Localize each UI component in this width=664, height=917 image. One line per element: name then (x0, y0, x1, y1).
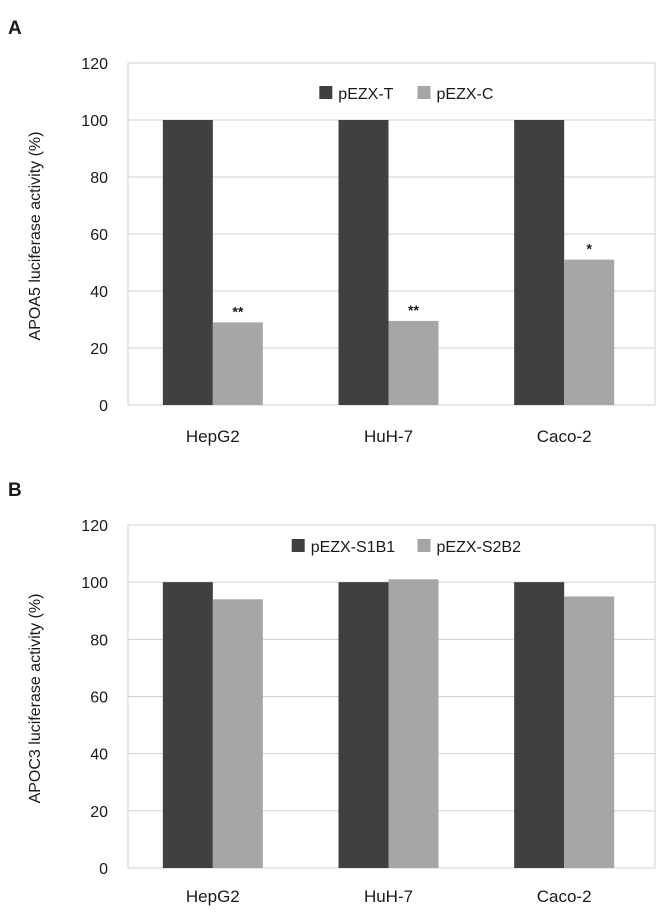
bar-pezx-c-caco-2 (564, 259, 615, 405)
y-tick-label: 120 (81, 56, 108, 73)
x-category-label: HuH-7 (364, 427, 413, 446)
legend-label: pEZX-S2B2 (437, 539, 522, 556)
y-tick-label: 0 (99, 398, 108, 415)
legend-label: pEZX-S1B1 (311, 539, 396, 556)
legend-swatch (319, 86, 333, 99)
y-tick-label: 80 (90, 632, 108, 649)
bar-pezx-t-hepg2 (162, 120, 213, 405)
bar-pezx-s2b2-huh-7 (388, 579, 439, 868)
significance-label: ** (232, 303, 243, 319)
panel-letter: A (8, 18, 22, 39)
bar-pezx-s1b1-huh-7 (338, 582, 389, 868)
y-tick-label: 60 (90, 227, 108, 244)
y-tick-label: 100 (81, 113, 108, 130)
bar-pezx-s2b2-caco-2 (564, 596, 615, 868)
x-category-label: HuH-7 (364, 887, 413, 906)
bar-pezx-c-hepg2 (212, 322, 263, 405)
y-tick-label: 40 (90, 284, 108, 301)
legend: pEZX-S1B1 pEZX-S2B2 (291, 539, 522, 556)
y-tick-label: 120 (81, 518, 108, 535)
y-tick-label: 20 (90, 804, 108, 821)
y-tick-label: 100 (81, 575, 108, 592)
bar-pezx-t-caco-2 (514, 120, 565, 405)
bar-pezx-c-huh-7 (388, 320, 439, 405)
legend-label: pEZX-T (338, 86, 393, 103)
significance-label: ** (408, 302, 419, 318)
x-category-label: HepG2 (186, 887, 240, 906)
bar-pezx-s2b2-hepg2 (212, 599, 263, 868)
y-tick-label: 0 (99, 861, 108, 878)
legend: pEZX-T pEZX-C (319, 86, 493, 103)
y-tick-label: 40 (90, 747, 108, 764)
y-tick-label: 60 (90, 690, 108, 707)
x-category-label: Caco-2 (537, 887, 592, 906)
significance-label: * (586, 241, 592, 257)
bar-pezx-t-huh-7 (338, 120, 389, 405)
legend-swatch (417, 86, 431, 99)
legend-label: pEZX-C (437, 86, 494, 103)
bar-pezx-s1b1-hepg2 (162, 582, 213, 868)
legend-swatch (291, 539, 305, 552)
y-axis-label: APOC3 luciferase activity (%) (27, 594, 44, 804)
legend-swatch (417, 539, 431, 552)
x-category-label: Caco-2 (537, 427, 592, 446)
chart-panel-B: B 0 20 40 60 80 100 120 APOC3 luciferase activit… (8, 480, 656, 906)
chart-panel-A: A 0 20 40 60 80 100 120 APOA5 luciferase activit… (8, 18, 656, 446)
panel-letter: B (8, 480, 22, 501)
y-axis-label: APOA5 luciferase activity (%) (27, 132, 44, 341)
bar-pezx-s1b1-caco-2 (514, 582, 565, 868)
x-category-label: HepG2 (186, 427, 240, 446)
y-tick-label: 20 (90, 341, 108, 358)
y-tick-label: 80 (90, 170, 108, 187)
